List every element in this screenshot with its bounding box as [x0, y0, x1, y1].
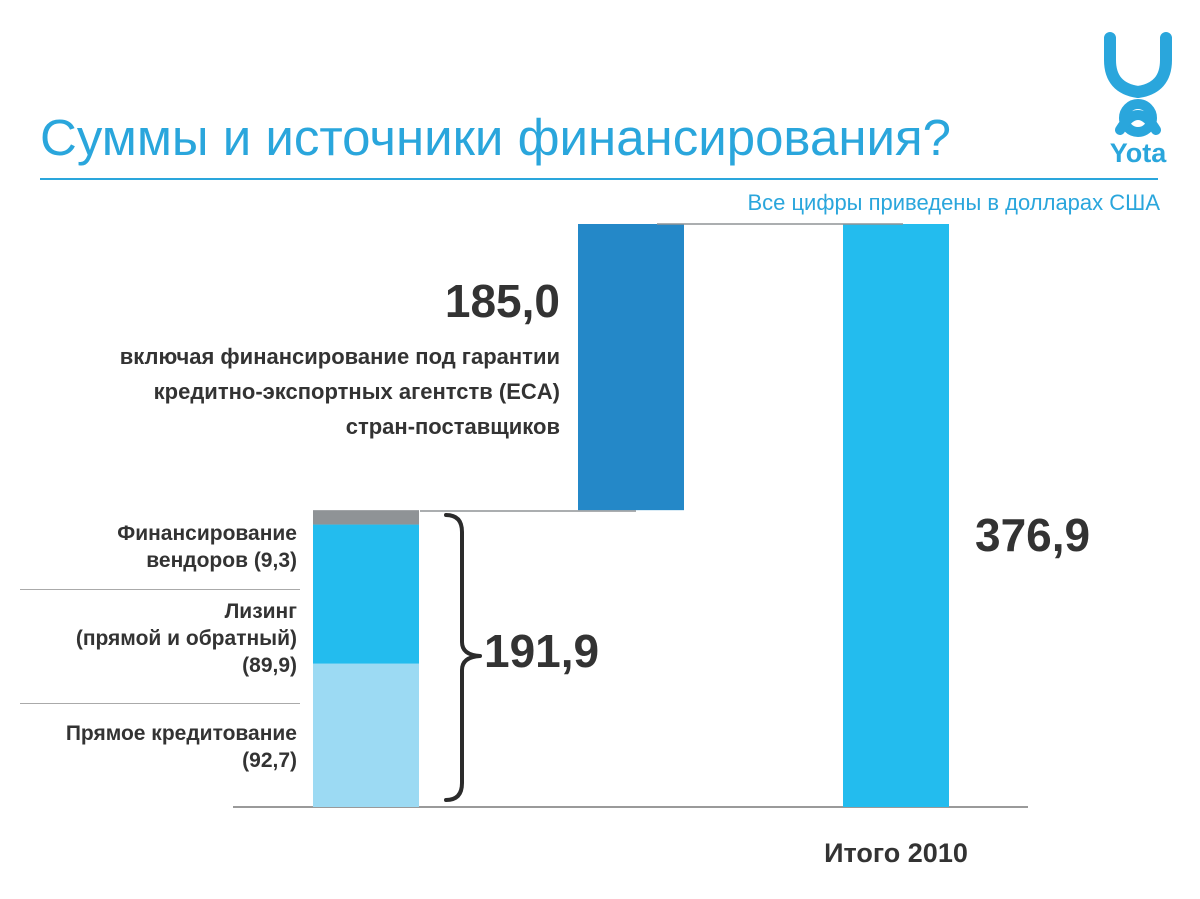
total-value-label: 376,9	[975, 509, 1091, 561]
bar	[843, 224, 949, 807]
stack-segment	[313, 524, 419, 664]
label-line: (92,7)	[242, 749, 297, 772]
note-line: включая финансирование под гарантии	[119, 344, 560, 369]
title-underline	[40, 178, 1158, 180]
label-line: (89,9)	[242, 654, 297, 677]
label-line: вендоров (9,3)	[146, 549, 297, 572]
logo-text: Yota	[1109, 138, 1167, 168]
yota-logo: Yota	[1098, 30, 1178, 170]
bar	[578, 224, 684, 511]
group-total-label: 191,9	[484, 625, 600, 677]
note-line: кредитно-экспортных агентств (ECA)	[153, 379, 560, 404]
separator-line	[20, 589, 300, 590]
segment-label-direct-lending: Прямое кредитование (92,7)	[66, 720, 297, 774]
label-line: Финансирование	[117, 522, 297, 545]
label-line: Прямое кредитование	[65, 722, 297, 745]
segment-label-vendors: Финансирование вендоров (9,3)	[117, 520, 297, 574]
bar-value-label-185: 185,0	[444, 275, 560, 327]
curly-brace	[444, 513, 482, 802]
segment-label-leasing: Лизинг (прямой и обратный) (89,9)	[76, 598, 297, 679]
category-label: Итого 2010	[824, 838, 968, 868]
label-line: (прямой и обратный)	[75, 627, 297, 650]
separator-line	[20, 703, 300, 704]
slide-title: Суммы и источники финансирования?	[40, 109, 951, 166]
yota-person-icon	[1104, 32, 1172, 137]
eca-note: включая финансирование под гарантии кред…	[120, 339, 560, 444]
stack-segment	[313, 510, 419, 525]
note-line: стран-поставщиков	[345, 414, 560, 439]
label-line: Лизинг	[224, 600, 297, 623]
stack-segment	[313, 663, 419, 807]
currency-note: Все цифры приведены в долларах США	[747, 190, 1160, 215]
